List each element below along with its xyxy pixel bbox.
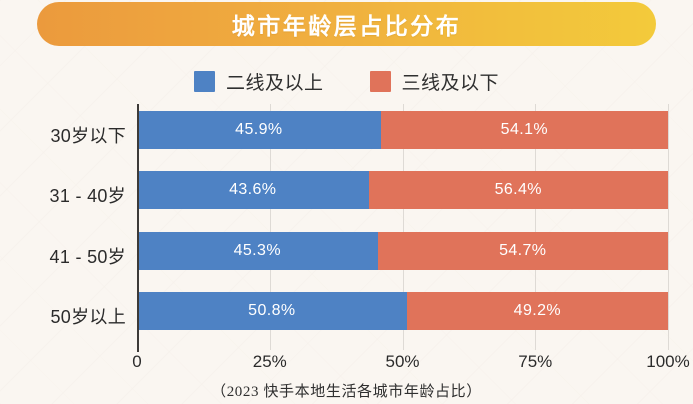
x-axis: 0 25% 50% 75% 100% [132,352,689,376]
y-axis-label-0: 30岁以下 [50,126,126,146]
chart-legend: 二线及以上 三线及以下 [0,64,693,98]
bar-row[interactable]: 45.3% 54.7% [137,232,668,270]
y-axis-label-3: 50岁以上 [50,307,126,327]
x-tick-label-100: 100% [646,352,690,371]
x-tick-label-50: 50% [385,352,420,371]
plot-area: 45.9% 54.1% 43.6% 56.4% 45.3% 54.7% 50.8% 49.2% [137,104,669,350]
bar-segment-tier12[interactable]: 50.8% [137,292,407,330]
bar-row[interactable]: 45.9% 54.1% [137,111,668,149]
legend-label-0: 二线及以上 [225,72,324,94]
x-tick-label-75: 75% [518,352,553,371]
square-swatch-icon [193,70,215,92]
legend-item-1[interactable]: 三线及以下 [369,68,500,95]
page-title: 城市年龄层占比分布 [231,13,462,39]
legend-item-0[interactable]: 二线及以上 [193,68,324,95]
bar-segment-tier3plus[interactable]: 49.2% [406,292,668,330]
x-tick-label-0: 0 [132,352,142,371]
bar-segment-tier12[interactable]: 43.6% [137,171,369,209]
chart-caption: （2023 快手本地生活各城市年龄占比） [211,384,482,400]
gridline-25 [269,104,271,350]
y-axis-label-2: 41 - 50岁 [49,247,126,267]
gridline-50 [402,104,404,350]
bar-segment-tier3plus[interactable]: 56.4% [368,171,668,209]
gridline-100 [668,104,669,350]
bar-segment-tier3plus[interactable]: 54.1% [380,111,668,149]
y-axis-label-1: 31 - 40岁 [49,186,126,206]
gridline-75 [535,104,537,350]
chart-title-banner: 城市年龄层占比分布 [37,2,656,46]
bar-row[interactable]: 50.8% 49.2% [137,292,668,330]
y-axis-line [137,104,139,352]
square-swatch-icon [369,70,391,92]
x-tick-label-25: 25% [252,352,287,371]
legend-label-1: 三线及以下 [401,72,500,94]
bar-segment-tier3plus[interactable]: 54.7% [377,232,668,270]
bar-segment-tier12[interactable]: 45.3% [137,232,378,270]
bar-row[interactable]: 43.6% 56.4% [137,171,668,209]
bar-segment-tier12[interactable]: 45.9% [137,111,381,149]
